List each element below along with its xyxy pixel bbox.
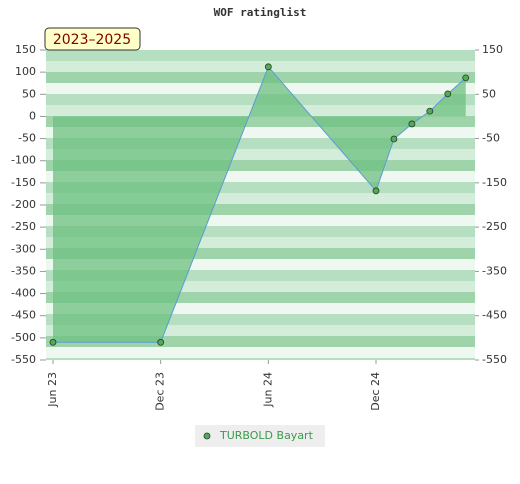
y-tick-label: -450 bbox=[11, 309, 36, 322]
annotation: 2023–2025 bbox=[53, 32, 131, 48]
stripe bbox=[46, 237, 475, 248]
point bbox=[372, 187, 380, 195]
y-tick-label: -200 bbox=[11, 198, 36, 211]
point bbox=[408, 120, 416, 128]
stripe bbox=[46, 270, 475, 281]
stripe bbox=[46, 215, 475, 226]
area bbox=[53, 66, 466, 343]
stripe bbox=[46, 325, 475, 336]
y-tick-label: -150 bbox=[11, 176, 36, 189]
legend bbox=[195, 425, 325, 447]
y2-tick-label: -150 bbox=[482, 176, 507, 189]
stripe bbox=[46, 182, 475, 193]
y-tick-label: 100 bbox=[15, 65, 36, 78]
x-tick-label: Jun 24 bbox=[261, 372, 274, 408]
point bbox=[444, 90, 452, 98]
y-tick-label: -100 bbox=[11, 154, 36, 167]
y-tick-label: -50 bbox=[18, 132, 36, 145]
y-tick-label: 150 bbox=[15, 43, 36, 56]
stripe bbox=[46, 138, 475, 149]
y-tick-label: -400 bbox=[11, 287, 36, 300]
stripe bbox=[46, 226, 475, 237]
x-tick-label: Dec 24 bbox=[369, 372, 382, 411]
stripe bbox=[46, 248, 475, 259]
stripe bbox=[46, 303, 475, 314]
stripe bbox=[46, 358, 475, 360]
stripe bbox=[46, 149, 475, 160]
point bbox=[49, 338, 57, 346]
chart-title: WOF ratinglist bbox=[214, 6, 307, 19]
y-tick-label: -350 bbox=[11, 264, 36, 277]
stripe bbox=[46, 171, 475, 182]
stripe bbox=[46, 160, 475, 171]
y2-tick-label: -250 bbox=[482, 220, 507, 233]
stripe bbox=[46, 193, 475, 204]
y-tick-label: -250 bbox=[11, 220, 36, 233]
legend-label: TURBOLD Bayart bbox=[219, 429, 314, 442]
point bbox=[157, 338, 165, 346]
y-tick-label: 50 bbox=[22, 87, 36, 100]
stripe bbox=[46, 72, 475, 83]
y2-tick-label: -450 bbox=[482, 309, 507, 322]
stripe bbox=[46, 292, 475, 303]
stripe bbox=[46, 259, 475, 270]
x-tick-label: Dec 23 bbox=[154, 372, 167, 411]
y-tick-label: -500 bbox=[11, 331, 36, 344]
y2-tick-label: 50 bbox=[482, 87, 496, 100]
annotation-box bbox=[44, 27, 141, 51]
stripe bbox=[46, 50, 475, 61]
stripe bbox=[46, 127, 475, 138]
y-tick-label: 0 bbox=[29, 109, 36, 122]
stripe bbox=[46, 314, 475, 325]
y-tick-label: -550 bbox=[11, 353, 36, 366]
stripe bbox=[46, 281, 475, 292]
stripe bbox=[46, 347, 475, 358]
point bbox=[426, 107, 434, 115]
y2-tick-label: -50 bbox=[482, 132, 500, 145]
stripe bbox=[46, 116, 475, 127]
stripe bbox=[46, 336, 475, 347]
stripe bbox=[46, 204, 475, 215]
y2-tick-label: 150 bbox=[482, 43, 503, 56]
y2-tick-label: -550 bbox=[482, 353, 507, 366]
x-tick-label: Jun 23 bbox=[46, 372, 59, 408]
point bbox=[264, 63, 272, 71]
stripe bbox=[46, 61, 475, 72]
y2-tick-label: -350 bbox=[482, 264, 507, 277]
point bbox=[390, 135, 398, 143]
legend-marker bbox=[203, 432, 211, 440]
y-tick-label: -300 bbox=[11, 242, 36, 255]
point bbox=[462, 74, 470, 82]
